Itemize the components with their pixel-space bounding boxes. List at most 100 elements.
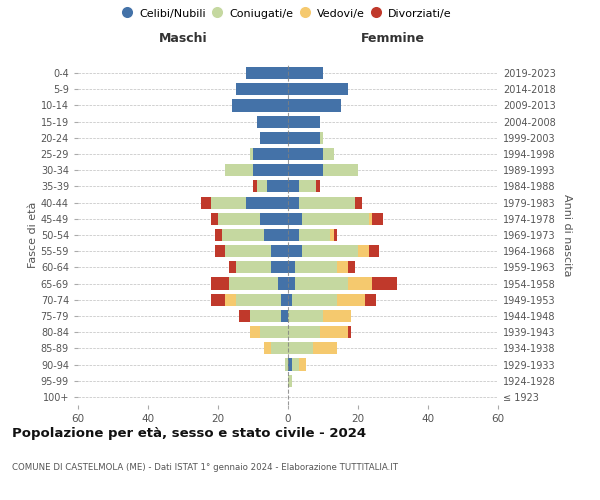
Bar [334, 229, 337, 241]
Bar [302, 245, 358, 258]
Bar [316, 180, 320, 192]
Bar [323, 164, 358, 176]
Bar [253, 148, 288, 160]
Bar [368, 245, 379, 258]
Bar [271, 262, 288, 274]
Bar [257, 116, 288, 128]
Bar [211, 294, 225, 306]
Bar [288, 132, 320, 144]
Bar [284, 358, 288, 370]
Bar [358, 245, 368, 258]
Bar [323, 310, 351, 322]
Bar [267, 180, 288, 192]
Bar [288, 262, 295, 274]
Bar [372, 278, 397, 289]
Bar [225, 294, 235, 306]
Bar [288, 100, 341, 112]
Bar [281, 310, 288, 322]
Bar [288, 164, 323, 176]
Text: COMUNE DI CASTELMOLA (ME) - Dati ISTAT 1° gennaio 2024 - Elaborazione TUTTITALIA: COMUNE DI CASTELMOLA (ME) - Dati ISTAT 1… [12, 462, 398, 471]
Bar [235, 83, 288, 96]
Text: Femmine: Femmine [361, 32, 425, 44]
Bar [253, 164, 288, 176]
Bar [263, 342, 271, 354]
Bar [368, 212, 372, 225]
Bar [257, 180, 267, 192]
Bar [292, 358, 299, 370]
Bar [313, 342, 337, 354]
Bar [229, 262, 235, 274]
Bar [239, 310, 250, 322]
Bar [221, 229, 263, 241]
Bar [229, 278, 277, 289]
Bar [288, 278, 295, 289]
Bar [277, 278, 288, 289]
Bar [263, 229, 288, 241]
Bar [320, 326, 347, 338]
Bar [355, 196, 361, 208]
Bar [211, 196, 246, 208]
Bar [288, 116, 320, 128]
Bar [288, 294, 292, 306]
Bar [288, 212, 302, 225]
Bar [299, 180, 316, 192]
Bar [281, 294, 288, 306]
Bar [215, 245, 225, 258]
Bar [288, 83, 347, 96]
Bar [271, 342, 288, 354]
Bar [260, 132, 288, 144]
Bar [288, 342, 313, 354]
Bar [295, 278, 347, 289]
Bar [260, 326, 288, 338]
Bar [288, 229, 299, 241]
Bar [260, 212, 288, 225]
Bar [347, 278, 372, 289]
Legend: Celibi/Nubili, Coniugati/e, Vedovi/e, Divorziati/e: Celibi/Nubili, Coniugati/e, Vedovi/e, Di… [125, 8, 451, 19]
Bar [246, 67, 288, 79]
Bar [288, 180, 299, 192]
Bar [211, 212, 218, 225]
Bar [271, 245, 288, 258]
Bar [253, 180, 257, 192]
Bar [235, 294, 281, 306]
Bar [288, 374, 292, 387]
Bar [288, 67, 323, 79]
Bar [218, 212, 260, 225]
Bar [215, 229, 221, 241]
Bar [288, 310, 323, 322]
Y-axis label: Anni di nascita: Anni di nascita [562, 194, 572, 276]
Y-axis label: Fasce di età: Fasce di età [28, 202, 38, 268]
Bar [347, 326, 351, 338]
Bar [292, 294, 337, 306]
Bar [250, 148, 253, 160]
Bar [288, 358, 292, 370]
Bar [211, 278, 229, 289]
Text: Maschi: Maschi [158, 32, 208, 44]
Bar [200, 196, 211, 208]
Bar [288, 326, 320, 338]
Bar [320, 132, 323, 144]
Bar [330, 229, 334, 241]
Bar [288, 245, 302, 258]
Text: Popolazione per età, sesso e stato civile - 2024: Popolazione per età, sesso e stato civil… [12, 428, 366, 440]
Bar [299, 358, 305, 370]
Bar [302, 212, 368, 225]
Bar [347, 262, 355, 274]
Bar [232, 100, 288, 112]
Bar [246, 196, 288, 208]
Bar [299, 196, 355, 208]
Bar [250, 310, 281, 322]
Bar [288, 196, 299, 208]
Bar [323, 148, 334, 160]
Bar [337, 262, 347, 274]
Bar [295, 262, 337, 274]
Bar [288, 148, 323, 160]
Bar [337, 294, 365, 306]
Bar [235, 262, 271, 274]
Bar [250, 326, 260, 338]
Bar [225, 164, 253, 176]
Bar [299, 229, 330, 241]
Bar [365, 294, 376, 306]
Bar [225, 245, 271, 258]
Bar [372, 212, 383, 225]
